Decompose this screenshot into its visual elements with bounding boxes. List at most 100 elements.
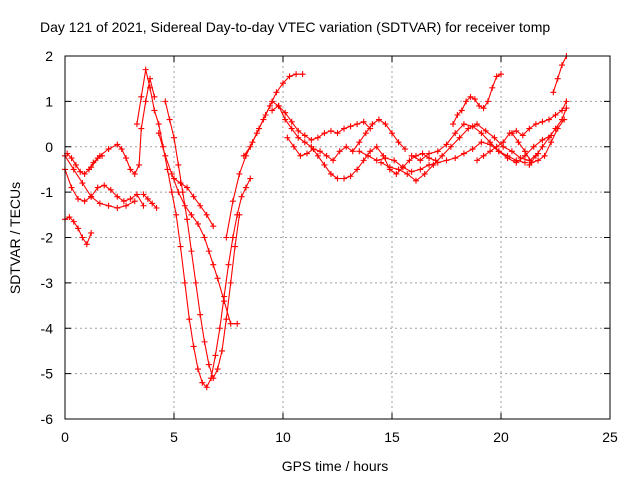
data-point-arc-22-2 <box>559 62 566 69</box>
data-point-arc-5-12 <box>151 93 158 100</box>
series-arc-9 <box>171 175 217 230</box>
data-point-arc-20-6 <box>548 139 555 146</box>
data-point-arc-2-3 <box>81 198 88 205</box>
data-point-arc-9-2 <box>184 184 191 191</box>
data-point-arc-16-5 <box>421 170 428 177</box>
data-point-arc-15-6 <box>408 168 415 175</box>
data-point-arc-7-13 <box>218 347 225 354</box>
series-arc-14 <box>284 116 409 164</box>
data-point-arc-13-2 <box>282 109 289 116</box>
data-point-arc-10-3 <box>153 205 160 212</box>
data-point-arc-2-11 <box>133 191 140 198</box>
data-point-arc-7-3 <box>175 161 182 168</box>
data-point-arc-6-9 <box>173 211 180 218</box>
data-point-arc-6-24 <box>238 193 245 200</box>
y-tick-label-5: -1 <box>41 184 54 200</box>
data-point-arc-16-6 <box>430 161 437 168</box>
data-point-arc-21-5 <box>559 116 566 123</box>
data-point-arc-14-18 <box>402 146 409 153</box>
data-point-arc-6-12 <box>186 316 193 323</box>
data-point-arc-11-0 <box>223 234 230 241</box>
data-point-arc-1-1 <box>66 214 73 221</box>
data-point-arc-19-4 <box>500 139 507 146</box>
data-point-arc-2-9 <box>120 198 127 205</box>
data-point-arc-21-0 <box>526 161 533 168</box>
data-point-arc-7-10 <box>205 361 212 368</box>
data-point-arc-14-5 <box>317 148 324 155</box>
data-point-arc-8-1 <box>162 152 169 159</box>
data-point-arc-9-6 <box>210 223 217 230</box>
data-point-arc-17-4 <box>443 141 450 148</box>
axis-layer: 0 5 10 15 20 25 -6 -5 -4 -3 -2 -1 0 1 2 <box>41 48 618 445</box>
series-arc-10 <box>140 191 160 212</box>
data-point-arc-14-13 <box>369 121 376 128</box>
data-point-arc-11-9 <box>282 116 289 123</box>
data-point-arc-19-13 <box>559 107 566 114</box>
data-point-arc-13-13 <box>354 121 361 128</box>
data-point-arc-7-16 <box>232 243 239 250</box>
y-axis-title: SDTVAR / TECUs <box>7 182 23 294</box>
series-arc-19 <box>474 98 570 164</box>
data-point-arc-17-9 <box>487 139 494 146</box>
data-point-arc-19-11 <box>545 116 552 123</box>
data-point-arc-7-2 <box>171 134 177 141</box>
data-point-arc-2-1 <box>68 184 75 191</box>
data-point-arc-8-11 <box>221 298 228 305</box>
data-point-arc-7-1 <box>166 116 173 123</box>
data-point-arc-16-12 <box>482 127 489 134</box>
data-point-arc-5-5 <box>123 155 130 162</box>
series-line-arc-18 <box>452 73 502 125</box>
series-arc-18 <box>450 71 504 128</box>
data-point-arc-5-3 <box>114 141 121 148</box>
data-point-arc-13-1 <box>275 102 282 109</box>
data-point-arc-5-9 <box>138 125 145 132</box>
data-point-arc-15-3 <box>382 155 389 162</box>
data-point-arc-14-11 <box>356 139 363 146</box>
series-line-arc-10 <box>143 194 157 209</box>
data-point-arc-15-1 <box>365 152 372 159</box>
y-tick-label-3: -3 <box>41 275 54 291</box>
data-point-arc-21-2 <box>539 143 546 150</box>
data-point-arc-16-11 <box>474 121 481 128</box>
data-point-arc-5-8 <box>136 161 143 168</box>
data-point-arc-17-0 <box>408 152 415 159</box>
data-point-arc-6-1 <box>138 93 145 100</box>
series-arc-21 <box>526 105 570 168</box>
data-point-arc-3-7 <box>123 202 130 209</box>
data-point-arc-14-6 <box>323 152 330 159</box>
x-tick-label-1: 5 <box>170 429 178 445</box>
data-point-arc-1-3 <box>75 225 82 232</box>
data-point-arc-6-18 <box>212 352 219 359</box>
series-arc-1 <box>62 214 95 248</box>
data-point-arc-13-8 <box>321 130 328 137</box>
data-point-arc-18-5 <box>471 96 478 103</box>
data-point-arc-5-6 <box>127 166 134 173</box>
data-point-arc-12-4 <box>266 102 273 109</box>
data-point-arc-18-2 <box>458 107 465 114</box>
data-point-arc-11-19 <box>347 173 354 180</box>
data-point-arc-6-15 <box>199 379 206 386</box>
data-point-arc-4-2 <box>72 161 79 168</box>
data-point-arc-17-14 <box>530 143 537 150</box>
data-point-arc-18-1 <box>454 111 461 118</box>
series-arc-5 <box>88 75 158 177</box>
data-point-arc-14-12 <box>362 130 369 137</box>
data-point-arc-14-7 <box>330 157 337 164</box>
series-line-arc-13 <box>271 105 371 141</box>
data-point-arc-3-5 <box>105 202 112 209</box>
data-point-arc-7-6 <box>188 248 195 255</box>
series-line-arc-9 <box>173 178 214 227</box>
x-tick-label-3: 15 <box>384 429 400 445</box>
data-point-arc-15-14 <box>478 139 485 146</box>
data-point-arc-7-15 <box>227 279 234 286</box>
data-point-arc-19-3 <box>493 143 500 150</box>
series-line-arc-12 <box>243 73 303 157</box>
data-point-arc-14-0 <box>284 134 291 141</box>
data-point-arc-6-5 <box>155 121 162 128</box>
data-point-arc-21-1 <box>532 152 539 159</box>
y-tick-label-7: 1 <box>45 93 53 109</box>
data-point-arc-6-21 <box>225 261 232 268</box>
data-point-arc-19-6 <box>513 127 520 134</box>
data-point-arc-11-18 <box>341 175 348 182</box>
data-point-arc-7-8 <box>197 311 204 318</box>
